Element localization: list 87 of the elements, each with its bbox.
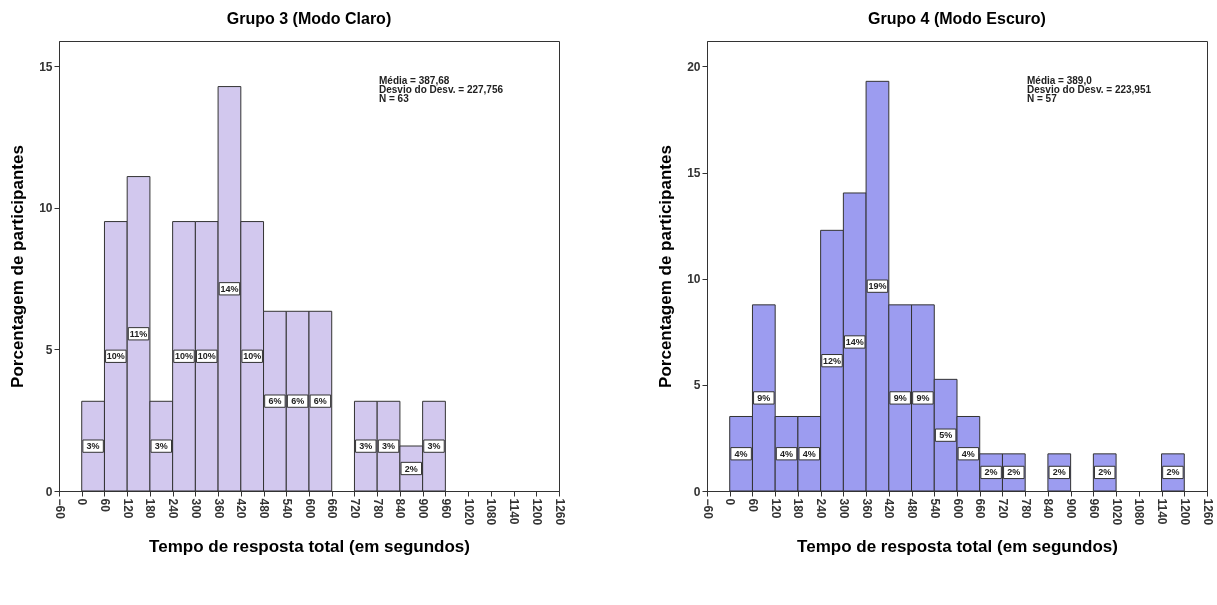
data-label: 6% bbox=[291, 396, 305, 407]
data-label: 9% bbox=[757, 392, 771, 403]
data-label: 2% bbox=[404, 463, 418, 474]
x-tick-label: 1200 bbox=[1177, 498, 1192, 526]
data-label: 3% bbox=[359, 441, 373, 452]
x-tick-label: 1080 bbox=[1132, 498, 1147, 526]
data-label: 5% bbox=[939, 430, 953, 441]
x-tick-label: 1140 bbox=[1155, 498, 1170, 525]
chart-title: Grupo 4 (Modo Escuro) bbox=[868, 10, 1046, 27]
x-tick-label: 60 bbox=[97, 498, 112, 513]
x-tick-label: 420 bbox=[882, 498, 897, 519]
x-tick-label: 600 bbox=[950, 498, 965, 519]
data-label: 4% bbox=[734, 448, 748, 459]
x-tick-label: 660 bbox=[325, 498, 340, 519]
y-tick-label: 10 bbox=[687, 272, 701, 287]
x-tick-label: 120 bbox=[768, 498, 783, 519]
x-tick-label: −60 bbox=[52, 498, 67, 520]
data-label: 3% bbox=[86, 441, 100, 452]
x-tick-label: 480 bbox=[905, 498, 920, 519]
x-tick-label: 540 bbox=[279, 498, 294, 519]
x-tick-label: 960 bbox=[438, 498, 453, 519]
annotation: Média = 389,0 bbox=[1027, 75, 1093, 86]
x-tick-label: 1260 bbox=[552, 498, 567, 526]
data-label: 2% bbox=[984, 467, 998, 478]
x-tick-label: −60 bbox=[700, 498, 715, 520]
x-tick-label: 300 bbox=[836, 498, 851, 519]
data-label: 2% bbox=[1052, 467, 1066, 478]
x-tick-label: 1080 bbox=[484, 498, 499, 526]
y-tick-label: 10 bbox=[39, 201, 53, 216]
x-tick-label: 780 bbox=[370, 498, 385, 519]
data-label: 4% bbox=[780, 448, 794, 459]
x-tick-label: 660 bbox=[973, 498, 988, 519]
y-tick-label: 15 bbox=[39, 59, 53, 74]
x-tick-label: 1020 bbox=[1109, 498, 1124, 526]
x-tick-label: 1260 bbox=[1200, 498, 1215, 526]
y-tick-label: 20 bbox=[687, 59, 701, 74]
x-tick-label: 480 bbox=[257, 498, 272, 519]
annotation: Média = 387,68 bbox=[379, 75, 450, 86]
data-label: 2% bbox=[1166, 467, 1180, 478]
annotation: Desvio do Desv. = 223,951 bbox=[1027, 84, 1152, 95]
data-label: 2% bbox=[1098, 467, 1112, 478]
x-tick-label: 720 bbox=[347, 498, 362, 519]
x-tick-label: 840 bbox=[393, 498, 408, 519]
x-tick-label: 240 bbox=[166, 498, 181, 519]
x-tick-label: 900 bbox=[416, 498, 431, 519]
data-label: 6% bbox=[268, 396, 282, 407]
x-tick-label: 180 bbox=[143, 498, 158, 519]
x-tick-label: 300 bbox=[188, 498, 203, 519]
annotation: N = 57 bbox=[1027, 93, 1058, 104]
x-tick-label: 120 bbox=[120, 498, 135, 519]
data-label: 6% bbox=[313, 396, 327, 407]
x-tick-label: 0 bbox=[723, 498, 738, 506]
data-label: 3% bbox=[427, 441, 441, 452]
x-tick-label: 240 bbox=[814, 498, 829, 519]
x-tick-label: 540 bbox=[927, 498, 942, 519]
x-tick-label: 1200 bbox=[529, 498, 544, 526]
x-axis-title: Tempo de resposta total (em segundos) bbox=[149, 537, 470, 557]
data-label: 3% bbox=[154, 441, 168, 452]
x-tick-label: 1140 bbox=[507, 498, 522, 525]
x-tick-label: 0 bbox=[75, 498, 90, 506]
x-tick-label: 600 bbox=[302, 498, 317, 519]
x-tick-label: 180 bbox=[791, 498, 806, 519]
y-tick-label: 15 bbox=[687, 166, 701, 181]
annotation: Desvio do Desv. = 227,756 bbox=[379, 84, 504, 95]
x-tick-label: 780 bbox=[1018, 498, 1033, 519]
x-tick-label: 900 bbox=[1064, 498, 1079, 519]
y-tick-label: 5 bbox=[693, 378, 701, 393]
data-label: 9% bbox=[916, 392, 930, 403]
x-tick-label: 420 bbox=[234, 498, 249, 519]
x-tick-label: 360 bbox=[211, 498, 226, 519]
data-label: 2% bbox=[1007, 467, 1021, 478]
x-tick-label: 840 bbox=[1041, 498, 1056, 519]
chart-title: Grupo 3 (Modo Claro) bbox=[226, 10, 392, 27]
annotation: N = 63 bbox=[379, 93, 410, 104]
data-label: 4% bbox=[961, 448, 975, 459]
y-axis-title: Porcentagem de participantes bbox=[8, 145, 28, 388]
x-tick-label: 60 bbox=[745, 498, 760, 513]
x-tick-label: 1020 bbox=[461, 498, 476, 526]
y-tick-label: 5 bbox=[45, 342, 53, 357]
x-tick-label: 360 bbox=[859, 498, 874, 519]
x-tick-label: 720 bbox=[995, 498, 1010, 519]
data-label: 4% bbox=[802, 448, 816, 459]
y-axis-title: Porcentagem de participantes bbox=[656, 145, 676, 388]
data-label: 9% bbox=[893, 392, 907, 403]
data-label: 3% bbox=[382, 441, 396, 452]
x-tick-label: 960 bbox=[1086, 498, 1101, 519]
x-axis-title: Tempo de resposta total (em segundos) bbox=[797, 537, 1118, 557]
